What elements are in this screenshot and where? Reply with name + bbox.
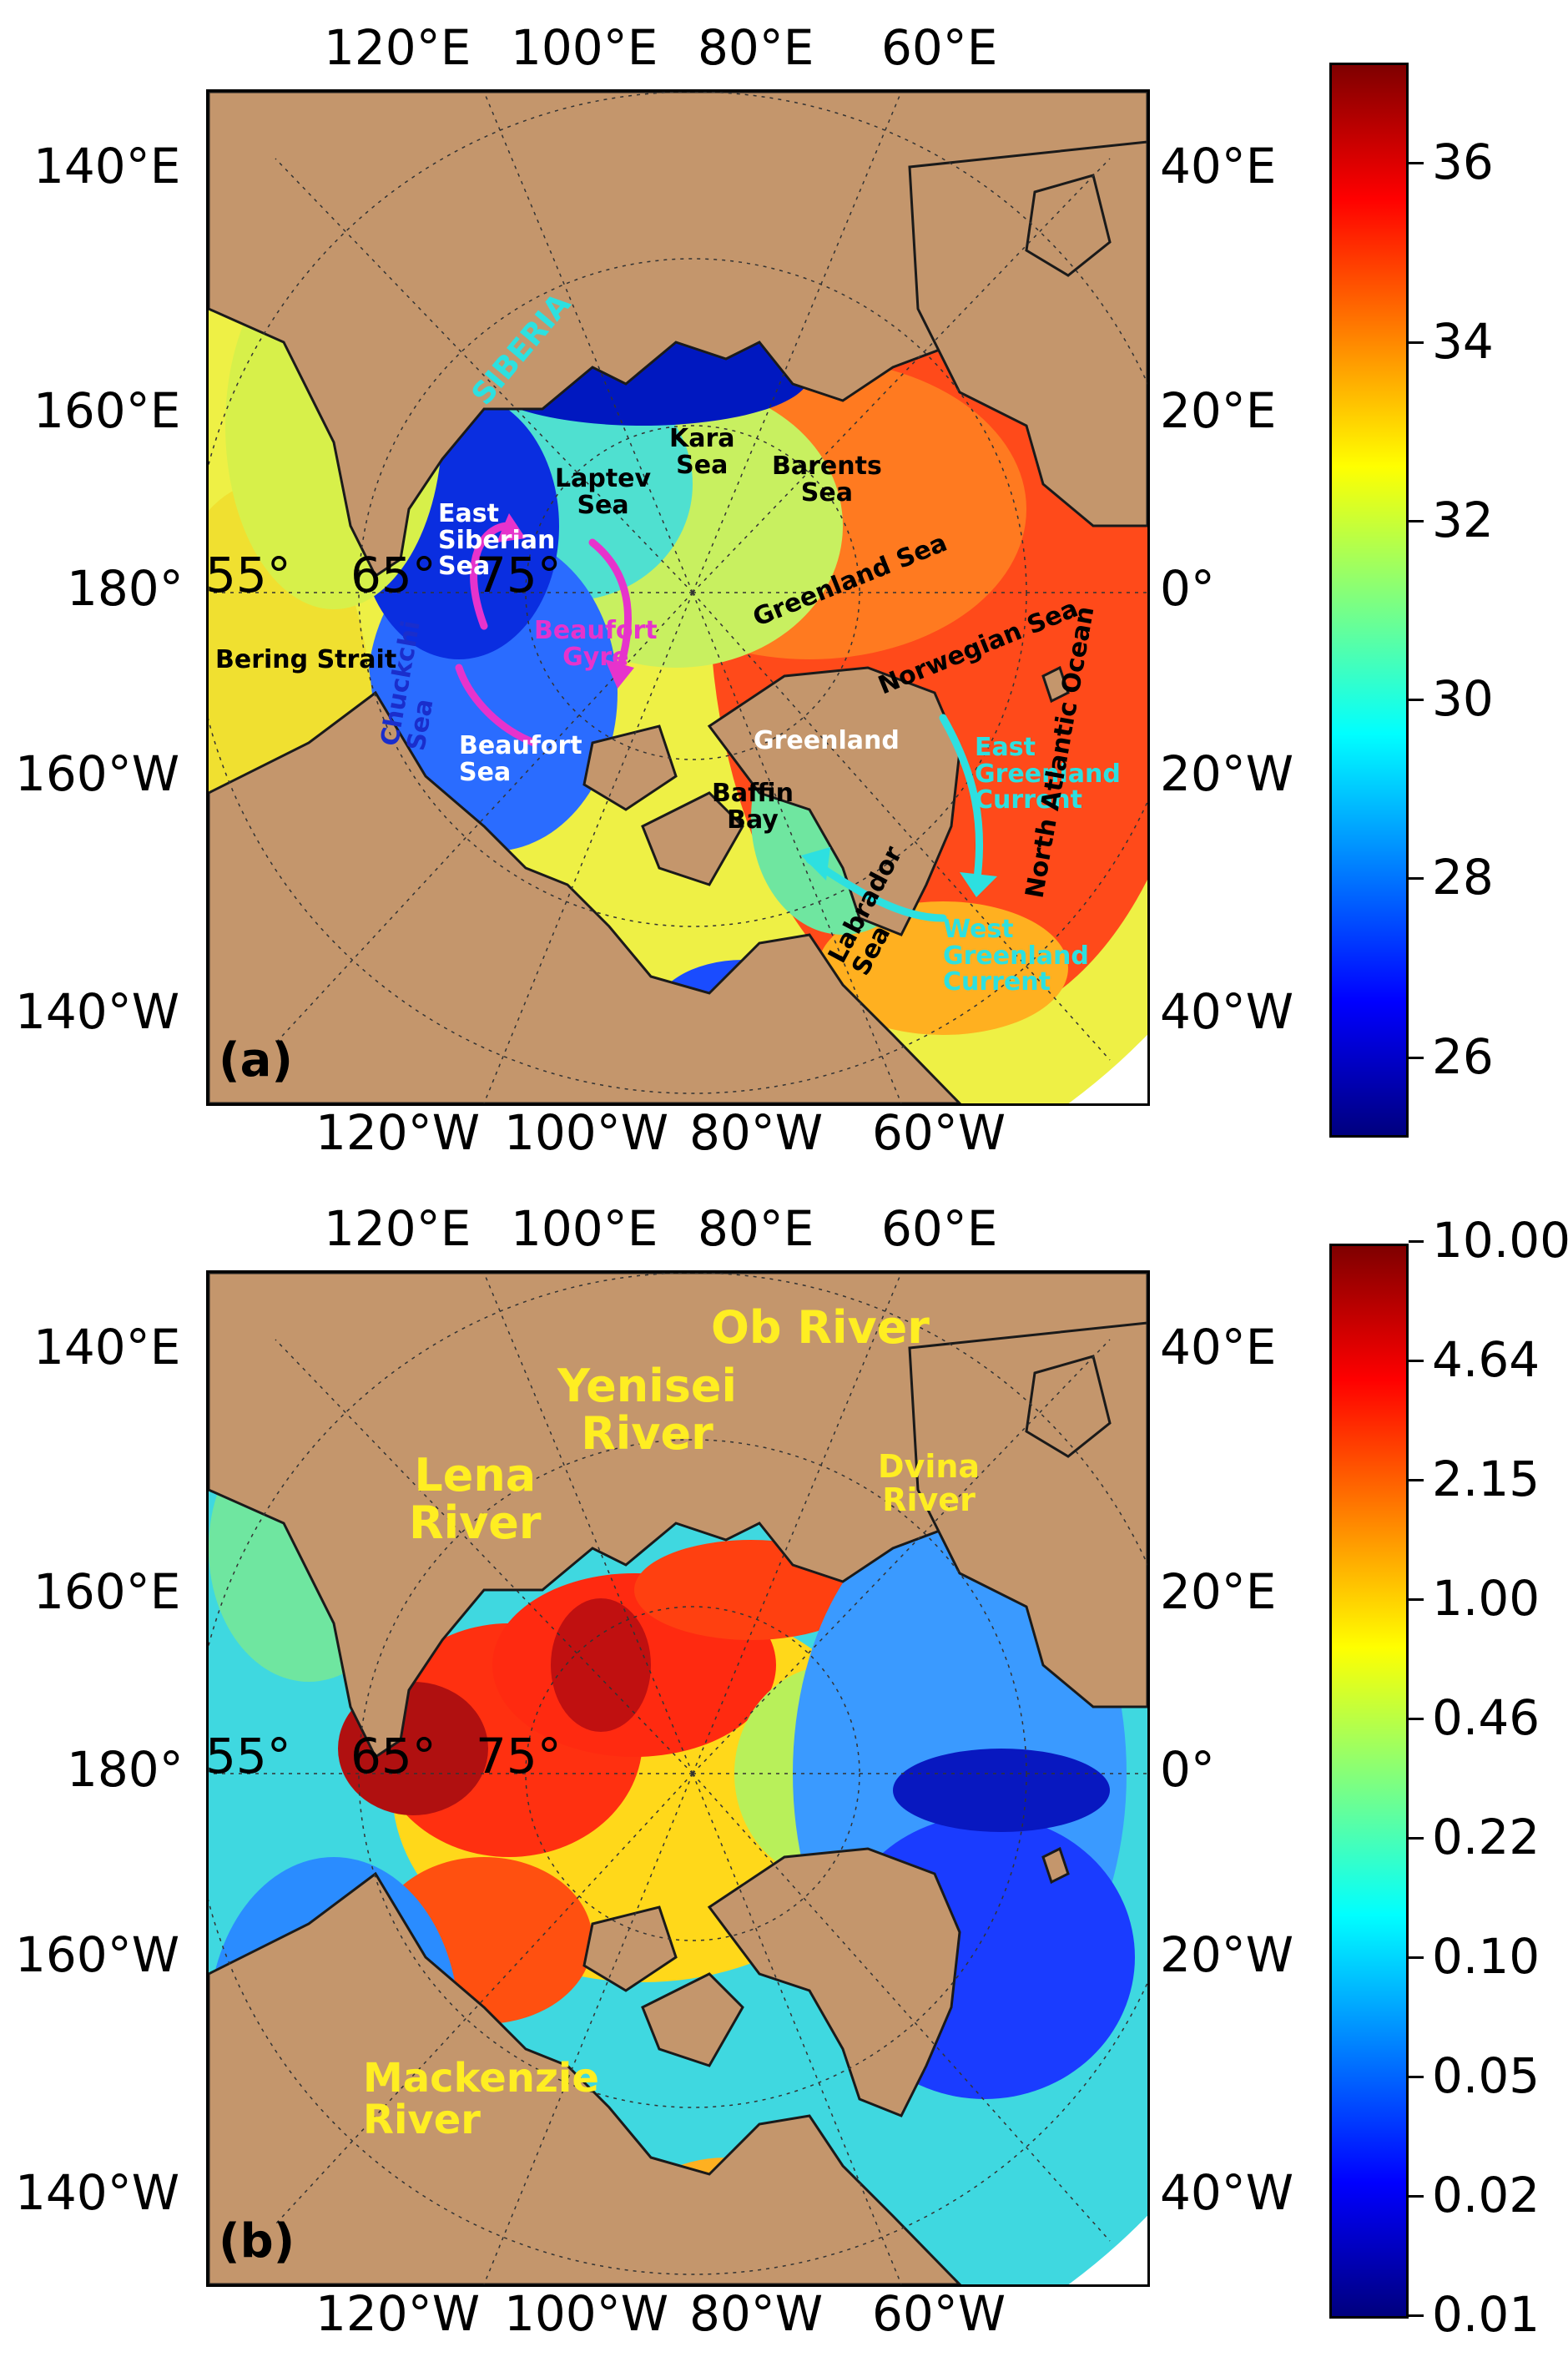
colorbar-a-tick: 26 (1409, 1032, 1494, 1081)
label-baffin-bay: Baffin Bay (712, 779, 794, 835)
left-tick-160w: 160°W (15, 745, 180, 802)
colorbar-b-tick: 0.01 (1409, 2290, 1540, 2339)
colorbar-b-tick: 0.46 (1409, 1693, 1540, 1742)
label-beaufort-gyre: Beaufort Gyre (534, 616, 658, 672)
label-east-greenland-current: East Greenland Current (975, 733, 1121, 815)
label-yenisei-river: Yenisei River (557, 1360, 737, 1460)
panel-b: 55° 65° 75° 120°E 100°E 80°E 60°E 120°W … (0, 1181, 1568, 2362)
colorbar-b (1329, 1244, 1409, 2319)
left-tick-180: 180° (67, 1741, 184, 1798)
colorbar-b-tick: 0.10 (1409, 1932, 1540, 1981)
lat-label-65: 65° (350, 1728, 436, 1784)
left-tick-160w: 160°W (15, 1926, 180, 1983)
label-lena-river: Lena River (409, 1449, 542, 1549)
right-tick-20e: 20°E (1160, 382, 1277, 439)
label-bering-strait: Bering Strait (215, 645, 397, 674)
bottom-tick-60w: 60°W (872, 1104, 1006, 1161)
left-tick-180: 180° (67, 560, 184, 617)
top-tick-100e: 100°E (511, 19, 658, 76)
salinity-map (209, 92, 1147, 1103)
label-west-greenland-current: West Greenland Current (943, 915, 1089, 997)
colorbar-a (1329, 63, 1409, 1138)
colorbar-a-tick: 30 (1409, 674, 1494, 723)
label-ob-river: Ob River (711, 1301, 930, 1354)
colorbar-a-tick: 36 (1409, 138, 1494, 186)
label-dvina-river: Dvina River (878, 1448, 981, 1518)
colorbar-a-tick: 34 (1409, 317, 1494, 366)
top-tick-60e: 60°E (881, 19, 998, 76)
label-barents-sea: Barents Sea (772, 452, 882, 507)
right-tick-20w: 20°W (1160, 1926, 1294, 1983)
colorbar-b-tick: 0.02 (1409, 2171, 1540, 2219)
panel-a: 55° 65° 75° 120°E 100°E 80°E 60°E 120°W … (15, 19, 1494, 1161)
colorbar-a-tick: 28 (1409, 853, 1494, 901)
right-tick-0: 0° (1160, 560, 1215, 617)
left-tick-140w: 140°W (15, 983, 180, 1040)
bottom-tick-120w: 120°W (315, 1104, 481, 1161)
colorbar-b-tick: 0.22 (1409, 1813, 1540, 1861)
colorbar-b-tick: 0.05 (1409, 2052, 1540, 2100)
bottom-tick-100w: 100°W (504, 1104, 669, 1161)
label-east-siberian-sea: East Siberian Sea (438, 499, 556, 581)
right-tick-40w: 40°W (1160, 2164, 1294, 2221)
label-laptev-sea: Laptev Sea (555, 464, 652, 520)
bottom-tick-80w: 80°W (689, 1104, 824, 1161)
bottom-tick-80w: 80°W (689, 2285, 824, 2342)
panel-letter-a: (a) (219, 1033, 293, 1088)
map-a (206, 89, 1150, 1106)
left-tick-160e: 160°E (33, 1563, 181, 1620)
top-tick-120e: 120°E (324, 1200, 471, 1257)
lat-label-55: 55° (205, 1728, 291, 1784)
left-tick-140e: 140°E (33, 138, 181, 194)
right-tick-40w: 40°W (1160, 983, 1294, 1040)
lat-label-55: 55° (205, 547, 291, 603)
colorbar-b-tick: 4.64 (1409, 1335, 1540, 1384)
right-tick-40e: 40°E (1160, 138, 1277, 194)
right-tick-20e: 20°E (1160, 1563, 1277, 1620)
label-beaufort-sea: Beaufort Sea (459, 731, 582, 787)
panel-letter-b: (b) (219, 2214, 295, 2269)
lat-label-65: 65° (350, 547, 436, 603)
label-mackenzie-river: Mackenzie River (363, 2055, 599, 2144)
bottom-tick-120w: 120°W (315, 2285, 481, 2342)
top-tick-100e: 100°E (511, 1200, 658, 1257)
left-tick-140w: 140°W (15, 2164, 180, 2221)
right-tick-0: 0° (1160, 1741, 1215, 1798)
right-tick-20w: 20°W (1160, 745, 1294, 802)
label-kara-sea: Kara Sea (669, 424, 735, 480)
lat-label-75: 75° (476, 1728, 562, 1784)
bottom-tick-100w: 100°W (504, 2285, 669, 2342)
left-tick-140e: 140°E (33, 1319, 181, 1375)
top-tick-80e: 80°E (698, 1200, 814, 1257)
colorbar-b-tick: 1.00 (1409, 1574, 1540, 1623)
label-greenland: Greenland (754, 726, 900, 755)
right-tick-40e: 40°E (1160, 1319, 1277, 1375)
colorbar-b-tick: 10.00 (1409, 1216, 1568, 1264)
map-b (206, 1270, 1150, 2287)
top-tick-80e: 80°E (698, 19, 814, 76)
lat-label-75: 75° (476, 547, 562, 603)
top-tick-60e: 60°E (881, 1200, 998, 1257)
left-tick-160e: 160°E (33, 382, 181, 439)
variance-map (209, 1273, 1147, 2284)
colorbar-a-tick: 32 (1409, 496, 1494, 544)
colorbar-b-tick: 2.15 (1409, 1455, 1540, 1503)
top-tick-120e: 120°E (324, 19, 471, 76)
bottom-tick-60w: 60°W (872, 2285, 1006, 2342)
